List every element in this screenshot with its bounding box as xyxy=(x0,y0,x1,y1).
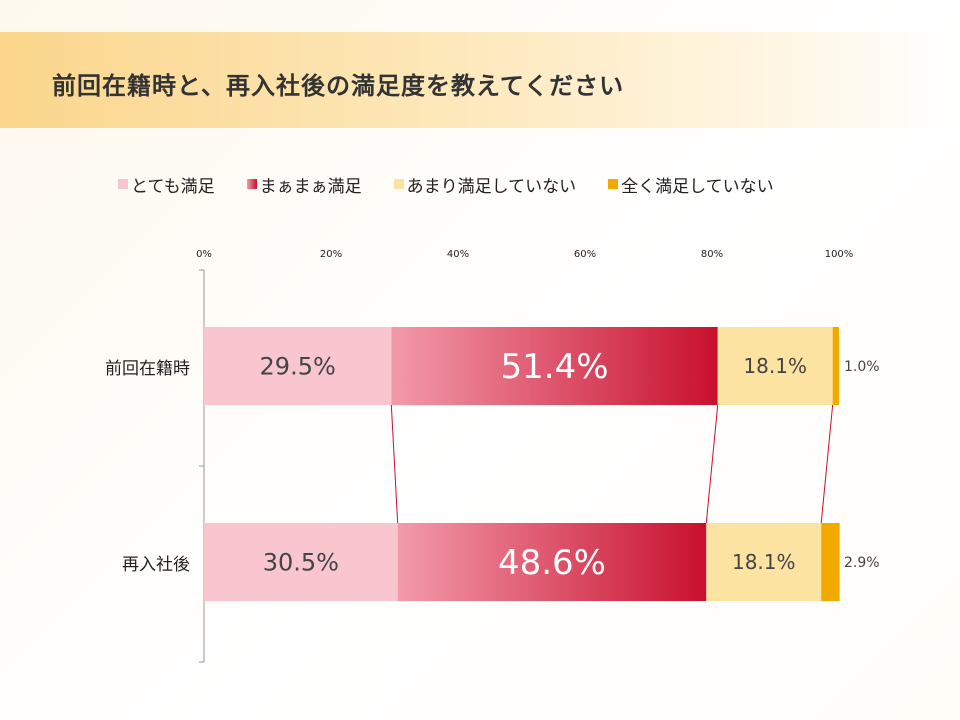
legend-item-not-very-satisfied: あまり満足していない xyxy=(393,172,577,197)
legend-swatch xyxy=(608,179,619,189)
legend-label: まぁまぁ満足 xyxy=(259,176,362,197)
chart-legend: とても満足 まぁまぁ満足 あまり満足していない 全く満足していない xyxy=(118,172,774,197)
x-tick-label: 100% xyxy=(825,249,854,260)
series-connector-line xyxy=(390,404,399,524)
bar-segment xyxy=(397,523,707,601)
legend-swatch xyxy=(246,179,257,189)
legend-item-very-satisfied: とても満足 xyxy=(118,172,215,197)
category-label: 再入社後 xyxy=(122,555,190,575)
legend-item-not-satisfied-at-all: 全く満足していない xyxy=(608,172,774,197)
page-title: 前回在籍時と、再入社後の満足度を教えてください xyxy=(52,72,625,100)
title-band xyxy=(0,32,960,128)
legend-swatch xyxy=(393,179,404,189)
data-label: 48.6% xyxy=(498,543,606,583)
legend-label: とても満足 xyxy=(131,176,215,197)
x-tick-label: 60% xyxy=(574,249,596,260)
category-label: 前回在籍時 xyxy=(105,359,190,379)
bar-segment xyxy=(832,327,839,405)
data-label: 1.0% xyxy=(844,359,880,375)
series-connector-line xyxy=(820,404,834,524)
bar-segment xyxy=(204,523,398,601)
bar-segment xyxy=(391,327,718,405)
data-label: 29.5% xyxy=(260,353,336,381)
x-tick-label: 80% xyxy=(701,249,723,260)
bar-segment xyxy=(717,327,833,405)
bar-segment xyxy=(204,327,392,405)
legend-swatch xyxy=(118,179,128,189)
data-label: 18.1% xyxy=(743,354,807,378)
legend-label: 全く満足していない xyxy=(621,176,774,197)
x-tick-label: 20% xyxy=(320,249,342,260)
x-tick-label: 40% xyxy=(447,249,469,260)
bar-segment xyxy=(706,523,822,601)
series-connector-line xyxy=(705,404,719,524)
bar-segment xyxy=(821,523,840,601)
data-label: 18.1% xyxy=(732,550,796,574)
legend-item-somewhat-satisfied: まぁまぁ満足 xyxy=(246,172,362,197)
data-label: 51.4% xyxy=(501,347,609,387)
data-label: 2.9% xyxy=(844,555,880,571)
x-tick-label: 0% xyxy=(196,249,212,260)
legend-label: あまり満足していない xyxy=(406,176,577,197)
data-label: 30.5% xyxy=(263,549,339,577)
